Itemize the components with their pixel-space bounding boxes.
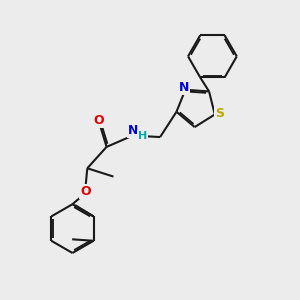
Text: H: H [138,130,147,141]
Text: O: O [80,185,91,198]
Text: O: O [93,114,104,127]
Text: S: S [215,107,224,120]
Text: N: N [128,124,139,137]
Text: N: N [179,82,189,94]
